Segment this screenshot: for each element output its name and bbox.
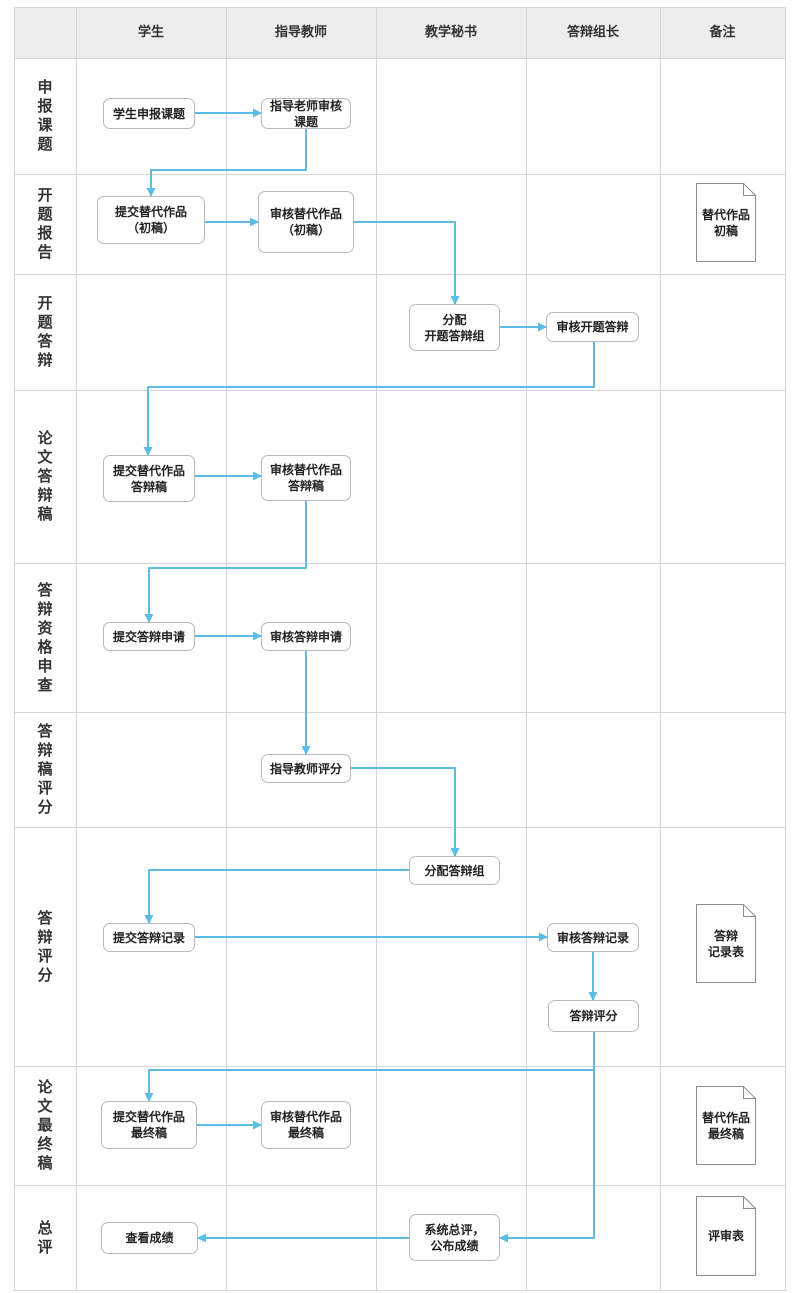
document-note: 评审表 <box>696 1196 756 1276</box>
grid-line <box>14 1290 786 1291</box>
column-header-student: 学生 <box>137 25 164 40</box>
row-header: 答辩稿评分 <box>37 722 53 816</box>
arrow <box>144 501 307 623</box>
arrow <box>351 767 460 857</box>
process-box: 学生申报课题 <box>103 98 195 129</box>
process-box: 系统总评， 公布成绩 <box>409 1214 500 1261</box>
document-note: 替代作品 初稿 <box>696 183 756 262</box>
document-icon <box>696 904 756 983</box>
process-box: 提交答辩记录 <box>103 923 195 952</box>
process-box: 审核答辩记录 <box>547 923 639 952</box>
header-background <box>14 7 786 58</box>
document-note: 替代作品 最终稿 <box>696 1086 756 1165</box>
column-header-secretary: 教学秘书 <box>424 25 477 40</box>
grid-line <box>226 7 227 1291</box>
grid-line <box>376 7 377 1291</box>
process-box: 审核替代作品 答辩稿 <box>261 455 351 501</box>
arrow <box>499 1070 595 1243</box>
document-label: 答辩 记录表 <box>707 928 744 959</box>
row-header: 总评 <box>37 1218 53 1256</box>
process-box: 提交替代作品 （初稿） <box>97 196 205 244</box>
row-header: 答辩资格申查 <box>37 580 53 694</box>
document-label: 替代作品 最终稿 <box>701 1110 750 1141</box>
row-header: 论文最终稿 <box>37 1078 53 1172</box>
grid-line <box>14 174 786 175</box>
row-header: 开题答辩 <box>37 294 53 369</box>
grid-line <box>14 390 786 391</box>
arrow <box>146 129 307 197</box>
document-icon <box>696 183 756 262</box>
process-box: 审核开题答辩 <box>546 312 639 342</box>
process-box: 提交替代作品 答辩稿 <box>103 455 195 502</box>
grid-line <box>14 7 15 1291</box>
process-box: 审核替代作品 最终稿 <box>261 1101 351 1149</box>
grid-line <box>660 7 661 1291</box>
row-header: 申报课题 <box>37 78 53 153</box>
grid-line <box>14 563 786 564</box>
process-box: 分配答辩组 <box>409 856 500 885</box>
document-icon <box>696 1086 756 1165</box>
grid-line <box>785 7 786 1291</box>
column-header-notes: 备注 <box>709 25 736 40</box>
document-icon <box>696 1196 756 1276</box>
process-box: 提交替代作品 最终稿 <box>101 1101 197 1149</box>
grid-line <box>14 1185 786 1186</box>
grid-line <box>14 1066 786 1067</box>
column-header-panel-leader: 答辩组长 <box>566 25 619 40</box>
column-header-advisor: 指导教师 <box>274 25 327 40</box>
process-box: 答辩评分 <box>548 1000 639 1032</box>
document-label: 评审表 <box>707 1229 744 1243</box>
grid-line <box>14 7 786 8</box>
row-header: 论文答辩稿 <box>37 429 53 523</box>
process-box: 指导教师评分 <box>261 754 351 783</box>
grid-line <box>14 827 786 828</box>
grid-line <box>526 7 527 1291</box>
document-label: 替代作品 初稿 <box>701 207 750 238</box>
grid-line <box>14 274 786 275</box>
arrow <box>144 869 409 924</box>
grid-line <box>76 7 77 1291</box>
process-box: 指导老师审核 课题 <box>261 98 351 129</box>
process-box: 提交答辩申请 <box>103 622 195 651</box>
process-box: 分配 开题答辩组 <box>409 304 500 351</box>
arrow <box>143 342 595 456</box>
grid-line <box>14 58 786 59</box>
row-header: 答辩评分 <box>37 908 53 984</box>
document-note: 答辩 记录表 <box>696 904 756 983</box>
grid-line <box>14 712 786 713</box>
process-box: 审核答辩申请 <box>261 622 351 651</box>
arrow <box>354 221 460 305</box>
process-box: 审核替代作品 （初稿） <box>258 191 354 253</box>
arrow <box>144 1032 595 1102</box>
process-box: 查看成绩 <box>101 1222 198 1254</box>
row-header: 开题报告 <box>37 186 53 261</box>
